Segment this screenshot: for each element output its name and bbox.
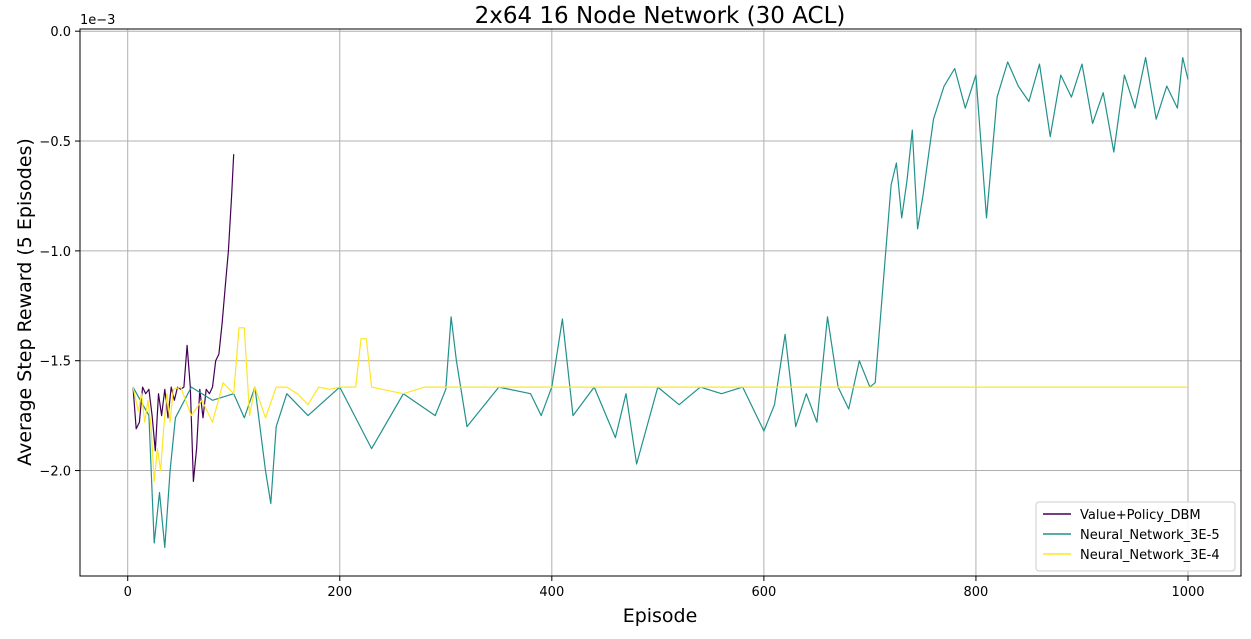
y-tick-label: −1.0 — [39, 245, 71, 260]
x-tick-label: 0 — [124, 585, 132, 600]
y-tick-label: 0.0 — [50, 25, 71, 40]
y-axis-title: Average Step Reward (5 Episodes) — [14, 138, 36, 466]
x-tick-label: 800 — [964, 585, 989, 600]
series-line-Neural_Network_3E-4 — [132, 327, 1188, 483]
series-line-Value+Policy_DBM — [132, 154, 235, 483]
plot-area — [132, 56, 1189, 549]
x-tick-label: 400 — [539, 585, 564, 600]
legend-label: Value+Policy_DBM — [1080, 508, 1201, 523]
grid — [80, 29, 1241, 576]
y-tick-label: −1.5 — [39, 355, 71, 370]
series-lines — [132, 56, 1189, 549]
legend: Value+Policy_DBM Neural_Network_3E-5 Neura… — [1035, 501, 1236, 572]
y-tick-label: −0.5 — [39, 135, 71, 150]
y-tick-label: −2.0 — [39, 465, 71, 480]
y-axis-offset-label: 1e−3 — [80, 13, 115, 28]
x-tick-label: 600 — [751, 585, 776, 600]
x-tick-label: 200 — [327, 585, 352, 600]
y-axis-ticks: −2.0 −1.5 −1.0 −0.5 0.0 — [39, 25, 80, 480]
legend-label: Neural_Network_3E-5 — [1080, 528, 1220, 543]
plot-frame — [79, 28, 1242, 577]
x-tick-label: 1000 — [1171, 585, 1204, 600]
chart-title: 2x64 16 Node Network (30 ACL) — [475, 3, 846, 29]
legend-box — [1035, 501, 1236, 572]
legend-label: Neural_Network_3E-4 — [1080, 548, 1220, 563]
series-line-Neural_Network_3E-5 — [132, 56, 1189, 549]
x-axis-ticks: 0 200 400 600 800 1000 — [124, 576, 1205, 600]
x-axis-title: Episode — [623, 605, 698, 627]
